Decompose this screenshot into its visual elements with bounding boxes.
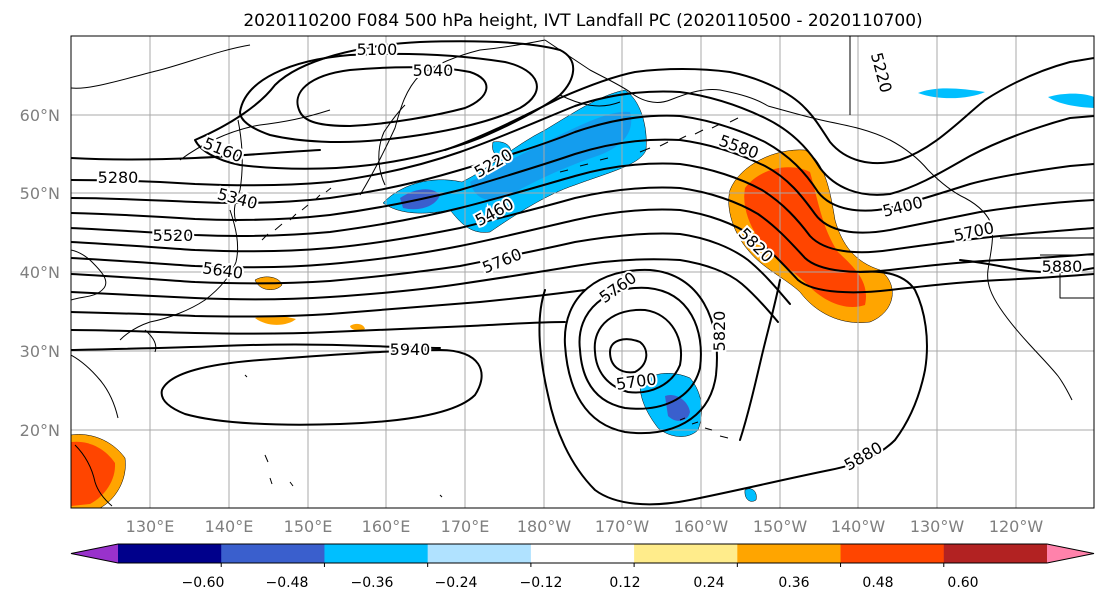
longitude-labels: 130°E 140°E 150°E 160°E 170°E 180°W 170°… bbox=[126, 517, 1044, 536]
colorbar-tick-label: −0.48 bbox=[266, 575, 309, 591]
contour-label: 5820 bbox=[710, 311, 729, 352]
colorbar-tick-label: 0.48 bbox=[862, 575, 893, 591]
lon-label: 170°E bbox=[441, 517, 490, 536]
colorbar-tick-label: 0.12 bbox=[609, 575, 640, 591]
colorbar-tick-label: −0.12 bbox=[520, 575, 563, 591]
lon-label: 140°W bbox=[831, 517, 886, 536]
colorbar-segment bbox=[427, 544, 532, 563]
lat-label: 60°N bbox=[20, 106, 60, 125]
colorbar-tick-label: −0.60 bbox=[182, 575, 225, 591]
colorbar-segment bbox=[530, 544, 635, 563]
colorbar-segment bbox=[221, 544, 325, 563]
contour-label: 5280 bbox=[98, 168, 139, 187]
lon-label: 180°W bbox=[517, 517, 572, 536]
lon-label: 130°W bbox=[910, 517, 965, 536]
colorbar-tick-label: 0.36 bbox=[778, 575, 809, 591]
colorbar bbox=[70, 543, 1095, 567]
contour-label: 5880 bbox=[1042, 257, 1083, 276]
colorbar-tick-label: 0.24 bbox=[693, 575, 724, 591]
colorbar-tick-label: −0.36 bbox=[351, 575, 394, 591]
map-area: 5100 5040 5220 5160 5280 5340 5220 5460 … bbox=[71, 36, 1094, 508]
colorbar-segment bbox=[943, 544, 1048, 563]
latitude-labels: 60°N 50°N 40°N 30°N 20°N bbox=[20, 106, 60, 440]
lat-label: 40°N bbox=[20, 263, 60, 282]
lat-label: 20°N bbox=[20, 421, 60, 440]
lon-label: 160°E bbox=[362, 517, 411, 536]
height-contours bbox=[71, 40, 1094, 506]
lat-label: 30°N bbox=[20, 342, 60, 361]
contour-label: 5100 bbox=[357, 40, 398, 59]
coastlines bbox=[71, 36, 1094, 507]
lon-label: 140°E bbox=[205, 517, 254, 536]
colorbar-tick-label: 0.60 bbox=[947, 575, 978, 591]
lon-label: 120°W bbox=[989, 517, 1044, 536]
colorbar-outline bbox=[70, 543, 1095, 564]
colorbar-tick-label: −0.24 bbox=[435, 575, 478, 591]
colorbar-segment bbox=[118, 544, 222, 563]
map-frame bbox=[70, 35, 1095, 509]
contour-label: 5040 bbox=[413, 61, 454, 80]
colorbar-segment bbox=[634, 544, 738, 563]
colorbar-extend-low bbox=[71, 544, 118, 563]
graticule bbox=[71, 36, 1094, 508]
colorbar-segment bbox=[324, 544, 429, 563]
lon-label: 170°W bbox=[595, 517, 650, 536]
lat-label: 50°N bbox=[20, 184, 60, 203]
colorbar-extend-high bbox=[1047, 544, 1094, 563]
colorbar-segment bbox=[840, 544, 945, 563]
map-title: 2020110200 F084 500 hPa height, IVT Land… bbox=[243, 11, 922, 31]
lon-label: 150°E bbox=[284, 517, 333, 536]
contour-label: 5940 bbox=[390, 340, 431, 359]
lon-label: 150°W bbox=[753, 517, 808, 536]
colorbar-ticks: −0.60 −0.48 −0.36 −0.24 −0.12 0.12 0.24 … bbox=[182, 575, 979, 591]
lon-label: 130°E bbox=[126, 517, 175, 536]
colorbar-segment bbox=[737, 544, 842, 563]
contour-label: 5520 bbox=[153, 226, 194, 245]
lon-label: 160°W bbox=[674, 517, 729, 536]
